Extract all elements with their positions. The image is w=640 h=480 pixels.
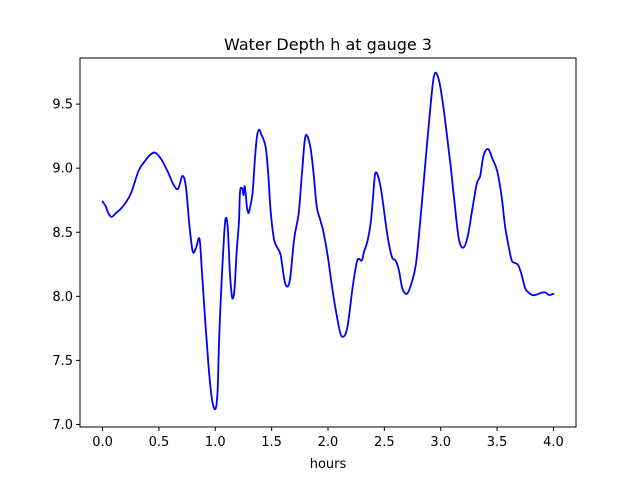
y-tick-label: 9.0 [52,162,73,177]
plot-area [101,71,555,411]
series-line [101,71,555,411]
x-axis: 0.0 0.5 1.0 1.5 2.0 2.5 3.0 3.5 4.0 [92,427,564,450]
x-tick-label: 3.0 [430,435,451,450]
chart-title: Water Depth h at gauge 3 [224,35,432,54]
y-tick-label: 7.0 [52,418,73,433]
y-tick-label: 9.5 [52,98,73,113]
y-tick-label: 8.5 [52,226,73,241]
y-axis: 7.0 7.5 8.0 8.5 9.0 9.5 [52,98,80,433]
x-tick-label: 0.5 [149,435,170,450]
x-tick-label: 2.5 [374,435,395,450]
x-tick-label: 1.5 [261,435,282,450]
x-tick-label: 2.0 [318,435,339,450]
y-tick-label: 7.5 [52,354,73,369]
x-tick-label: 0.0 [92,435,113,450]
x-tick-label: 4.0 [543,435,564,450]
y-tick-label: 8.0 [52,290,73,305]
axes-frame [79,57,577,428]
x-tick-label: 3.5 [487,435,508,450]
x-axis-label: hours [310,457,347,472]
x-tick-label: 1.0 [205,435,226,450]
